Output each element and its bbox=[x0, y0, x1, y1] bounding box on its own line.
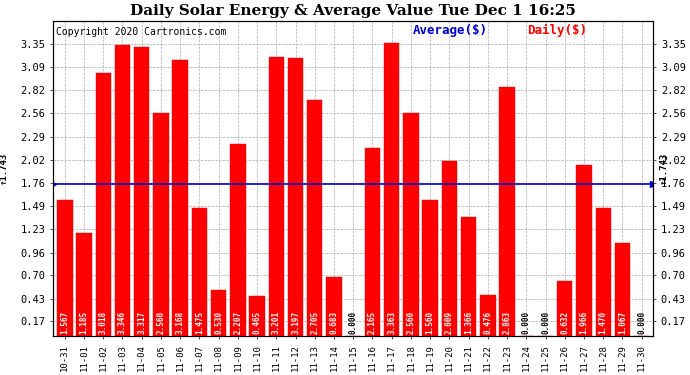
Bar bbox=[249, 296, 265, 336]
Bar bbox=[461, 217, 476, 336]
Text: 0.530: 0.530 bbox=[214, 310, 223, 334]
Text: 0.683: 0.683 bbox=[330, 310, 339, 334]
Bar bbox=[288, 58, 303, 336]
Text: 0.000: 0.000 bbox=[637, 310, 646, 334]
Bar bbox=[576, 165, 591, 336]
Text: 3.346: 3.346 bbox=[118, 310, 127, 334]
Text: 3.168: 3.168 bbox=[176, 310, 185, 334]
Text: Daily($): Daily($) bbox=[527, 24, 587, 37]
Text: 3.317: 3.317 bbox=[137, 310, 146, 334]
Bar bbox=[326, 277, 342, 336]
Text: 3.201: 3.201 bbox=[272, 310, 281, 334]
Text: 2.705: 2.705 bbox=[310, 310, 319, 334]
Text: 1.185: 1.185 bbox=[79, 310, 88, 334]
Text: 0.000: 0.000 bbox=[541, 310, 550, 334]
Bar bbox=[134, 47, 150, 336]
Text: 1.560: 1.560 bbox=[426, 310, 435, 334]
Text: 3.018: 3.018 bbox=[99, 310, 108, 334]
Text: 0.465: 0.465 bbox=[253, 310, 262, 334]
Bar bbox=[403, 113, 419, 336]
Text: 1.966: 1.966 bbox=[580, 310, 589, 334]
Bar bbox=[595, 208, 611, 336]
Bar bbox=[268, 57, 284, 336]
Text: ↑1.743: ↑1.743 bbox=[0, 152, 8, 184]
Bar bbox=[115, 45, 130, 336]
Text: 2.207: 2.207 bbox=[233, 310, 242, 334]
Bar bbox=[96, 73, 111, 336]
Bar bbox=[500, 87, 515, 336]
Text: 2.165: 2.165 bbox=[368, 310, 377, 334]
Bar bbox=[211, 290, 226, 336]
Text: 0.632: 0.632 bbox=[560, 310, 569, 334]
Bar bbox=[422, 200, 438, 336]
Text: 3.197: 3.197 bbox=[291, 310, 300, 334]
Bar bbox=[192, 208, 207, 336]
Text: 2.560: 2.560 bbox=[406, 310, 415, 334]
Text: ↑1.743: ↑1.743 bbox=[659, 152, 668, 184]
Bar bbox=[307, 100, 322, 336]
Text: Average($): Average($) bbox=[413, 24, 489, 37]
Text: 3.363: 3.363 bbox=[387, 310, 396, 334]
Bar bbox=[480, 295, 495, 336]
Text: 0.000: 0.000 bbox=[348, 310, 357, 334]
Bar bbox=[615, 243, 630, 336]
Text: 2.009: 2.009 bbox=[445, 310, 454, 334]
Bar bbox=[365, 148, 380, 336]
Text: 1.470: 1.470 bbox=[599, 310, 608, 334]
Bar bbox=[77, 233, 92, 336]
Text: 1.567: 1.567 bbox=[60, 310, 69, 334]
Title: Daily Solar Energy & Average Value Tue Dec 1 16:25: Daily Solar Energy & Average Value Tue D… bbox=[130, 4, 576, 18]
Text: 1.067: 1.067 bbox=[618, 310, 627, 334]
Bar bbox=[230, 144, 246, 336]
Text: 2.863: 2.863 bbox=[502, 310, 511, 334]
Bar bbox=[172, 60, 188, 336]
Text: Copyright 2020 Cartronics.com: Copyright 2020 Cartronics.com bbox=[57, 27, 226, 37]
Text: 2.560: 2.560 bbox=[157, 310, 166, 334]
Bar bbox=[557, 281, 573, 336]
Bar bbox=[57, 200, 72, 336]
Bar bbox=[153, 113, 168, 336]
Text: 1.475: 1.475 bbox=[195, 310, 204, 334]
Text: 0.000: 0.000 bbox=[522, 310, 531, 334]
Bar bbox=[384, 43, 400, 336]
Text: 1.366: 1.366 bbox=[464, 310, 473, 334]
Text: 0.476: 0.476 bbox=[483, 310, 493, 334]
Bar bbox=[442, 161, 457, 336]
